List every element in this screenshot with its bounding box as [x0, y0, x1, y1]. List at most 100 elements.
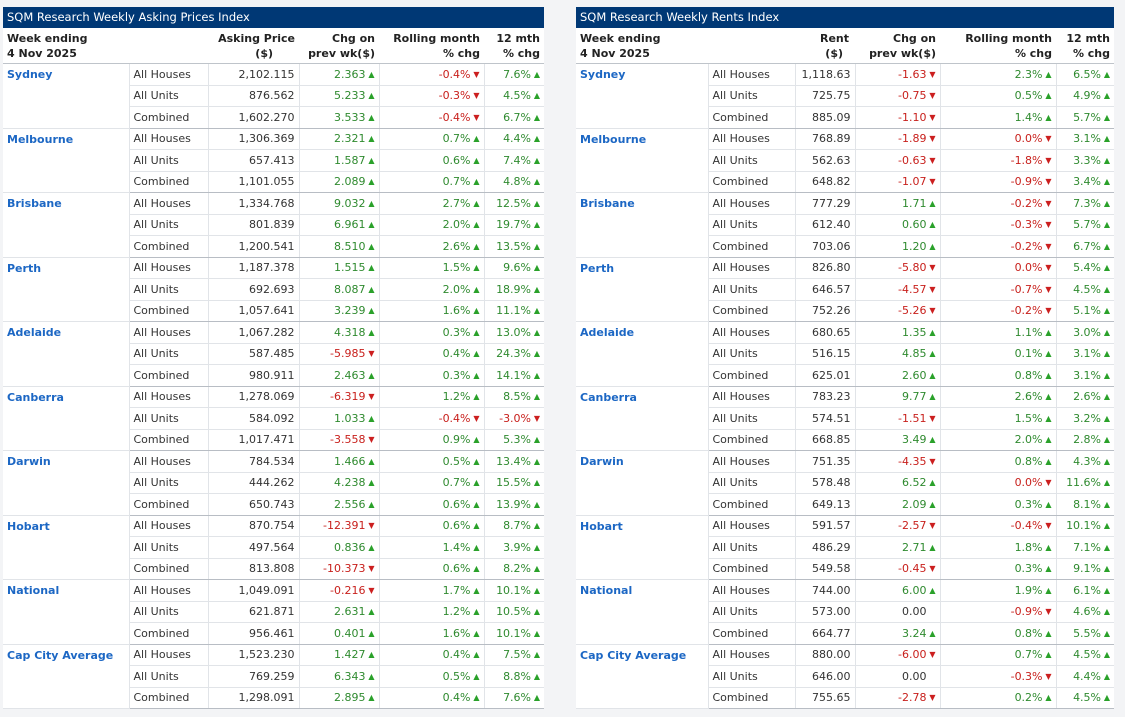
twelve-month-cell: 4.9% ▲: [1055, 85, 1115, 107]
asking-price-cell: 1,017.471: [207, 429, 300, 451]
region-national[interactable]: National: [576, 579, 708, 645]
region-adelaide[interactable]: Adelaide: [3, 321, 129, 387]
asking-price-cell: 2,102.115: [207, 63, 300, 86]
arrow-up-icon: ▲: [1045, 413, 1052, 423]
arrow-up-icon: ▲: [473, 177, 480, 187]
region-cap-city-average[interactable]: Cap City Average: [576, 644, 708, 709]
region-national[interactable]: National: [3, 579, 129, 645]
region-melbourne[interactable]: Melbourne: [576, 128, 708, 193]
arrow-up-icon: ▲: [473, 263, 480, 273]
weekly-change-cell: 1.515 ▲: [298, 257, 380, 279]
table-row: Combined 668.85 3.49 ▲ 2.0% ▲ 2.8% ▲: [576, 429, 1115, 451]
twelve-month-cell-value: 8.1%: [1073, 497, 1102, 511]
table-row: Darwin All Houses 784.534 1.466 ▲ 0.5% ▲ 13.4% ▲: [3, 450, 545, 516]
asking-price-cell: 587.485: [207, 343, 300, 365]
region-brisbane[interactable]: Brisbane: [576, 192, 708, 258]
twelve-month-cell: 11.6% ▲: [1055, 472, 1115, 494]
region-hobart[interactable]: Hobart: [576, 515, 708, 580]
rent-cell: 649.13: [794, 493, 856, 516]
weekly-change-cell: 1.033 ▲: [298, 407, 380, 430]
arrow-down-icon: ▼: [473, 91, 480, 101]
twelve-month-cell: 10.5% ▲: [483, 601, 545, 623]
rolling-month-cell-value: -0.2%: [1010, 239, 1043, 253]
region-brisbane[interactable]: Brisbane: [3, 192, 129, 258]
property-type: All Units: [707, 601, 796, 623]
rolling-month-cell-value: 0.4%: [442, 648, 471, 662]
region-darwin[interactable]: Darwin: [576, 450, 708, 516]
twelve-month-cell: 13.9% ▲: [483, 493, 545, 516]
rolling-month-cell-value: 0.7%: [442, 132, 471, 146]
twelve-month-cell-value: 9.1%: [1073, 562, 1102, 576]
weekly-change-cell-value: 2.09: [902, 497, 927, 511]
arrow-down-icon: ▼: [1045, 177, 1052, 187]
twelve-month-cell: 8.1% ▲: [1055, 493, 1115, 516]
weekly-change-cell: 1.427 ▲: [298, 644, 380, 666]
weekly-change-cell: 9.77 ▲: [854, 386, 941, 408]
region-darwin[interactable]: Darwin: [3, 450, 129, 516]
weekly-change-cell-value: 6.961: [334, 218, 366, 232]
twelve-month-cell-value: -3.0%: [499, 411, 532, 425]
asking-price-cell: 1,057.641: [207, 300, 300, 322]
weekly-change-cell: 2.631 ▲: [298, 601, 380, 623]
rolling-month-cell: 0.4% ▲: [378, 343, 485, 365]
property-type: All Units: [128, 665, 209, 688]
region-canberra[interactable]: Canberra: [576, 386, 708, 451]
rolling-month-cell: 0.4% ▲: [378, 687, 485, 709]
asking-price-cell: 1,602.270: [207, 106, 300, 129]
weekly-change-cell-value: 2.089: [334, 175, 366, 189]
weekly-change-cell: 4.318 ▲: [298, 321, 380, 344]
region-cap-city-average[interactable]: Cap City Average: [3, 644, 129, 709]
arrow-up-icon: ▲: [473, 650, 480, 660]
asking-price-cell: 1,067.282: [207, 321, 300, 344]
region-adelaide[interactable]: Adelaide: [576, 321, 708, 387]
weekly-change-cell: 2.71 ▲: [854, 536, 941, 559]
twelve-month-cell: 5.7% ▲: [1055, 214, 1115, 236]
region-perth[interactable]: Perth: [576, 257, 708, 322]
rolling-month-cell: 2.6% ▲: [378, 235, 485, 258]
arrow-down-icon: ▼: [1045, 671, 1052, 681]
table-row: Combined 664.77 3.24 ▲ 0.8% ▲ 5.5% ▲: [576, 622, 1115, 645]
asking-price-cell: 1,049.091: [207, 579, 300, 602]
arrow-up-icon: ▲: [368, 177, 375, 187]
twelve-month-cell: 4.4% ▲: [483, 128, 545, 150]
rolling-month-cell: -0.4% ▼: [378, 106, 485, 129]
arrow-up-icon: ▲: [533, 607, 541, 617]
property-type: All Units: [128, 536, 209, 559]
rent-cell: 573.00: [794, 601, 856, 623]
region-sydney[interactable]: Sydney: [3, 63, 129, 129]
twelve-month-cell: 10.1% ▲: [1055, 515, 1115, 537]
region-melbourne[interactable]: Melbourne: [3, 128, 129, 193]
table-row: Sydney All Houses 1,118.63 -1.63 ▼ 2.3% ▲ 6.5% ▲: [576, 63, 1115, 129]
twelve-month-cell: 4.8% ▲: [483, 171, 545, 193]
table-row: All Units 876.562 5.233 ▲ -0.3% ▼ 4.5% ▲: [3, 85, 545, 107]
arrow-up-icon: ▲: [533, 284, 541, 294]
rolling-month-cell-value: -0.3%: [1010, 218, 1043, 232]
region-perth[interactable]: Perth: [3, 257, 129, 322]
arrow-up-icon: ▲: [1103, 564, 1111, 574]
region-canberra[interactable]: Canberra: [3, 386, 129, 451]
twelve-month-cell: 18.9% ▲: [483, 278, 545, 301]
region-sydney[interactable]: Sydney: [576, 63, 708, 129]
region-hobart[interactable]: Hobart: [3, 515, 129, 580]
weekly-change-cell: 1.71 ▲: [854, 192, 941, 215]
weekly-change-cell-value: 1.466: [334, 454, 366, 468]
asking-price-cell: 801.839: [207, 214, 300, 236]
property-type: Combined: [707, 493, 796, 516]
rent-cell: 777.29: [794, 192, 856, 215]
twelve-month-cell-value: 8.2%: [503, 562, 532, 576]
asking-price-cell: 1,306.369: [207, 128, 300, 150]
rent-cell: 646.57: [794, 278, 856, 301]
table-row: All Units 444.262 4.238 ▲ 0.7% ▲ 15.5% ▲: [3, 472, 545, 494]
arrow-up-icon: ▲: [1103, 177, 1111, 187]
arrow-up-icon: ▲: [1103, 69, 1111, 79]
property-type: Combined: [707, 235, 796, 258]
rolling-month-cell: 0.3% ▲: [939, 493, 1057, 516]
property-type: Combined: [707, 364, 796, 387]
arrow-up-icon: ▲: [473, 607, 480, 617]
table-row: All Units 562.63 -0.63 ▼ -1.8% ▼ 3.3% ▲: [576, 149, 1115, 172]
rolling-month-cell-value: 1.6%: [442, 304, 471, 318]
arrow-up-icon: ▲: [1045, 392, 1052, 402]
rolling-month-cell-value: 0.9%: [442, 433, 471, 447]
arrow-up-icon: ▲: [473, 220, 480, 230]
rolling-month-cell-value: 1.5%: [1014, 411, 1043, 425]
